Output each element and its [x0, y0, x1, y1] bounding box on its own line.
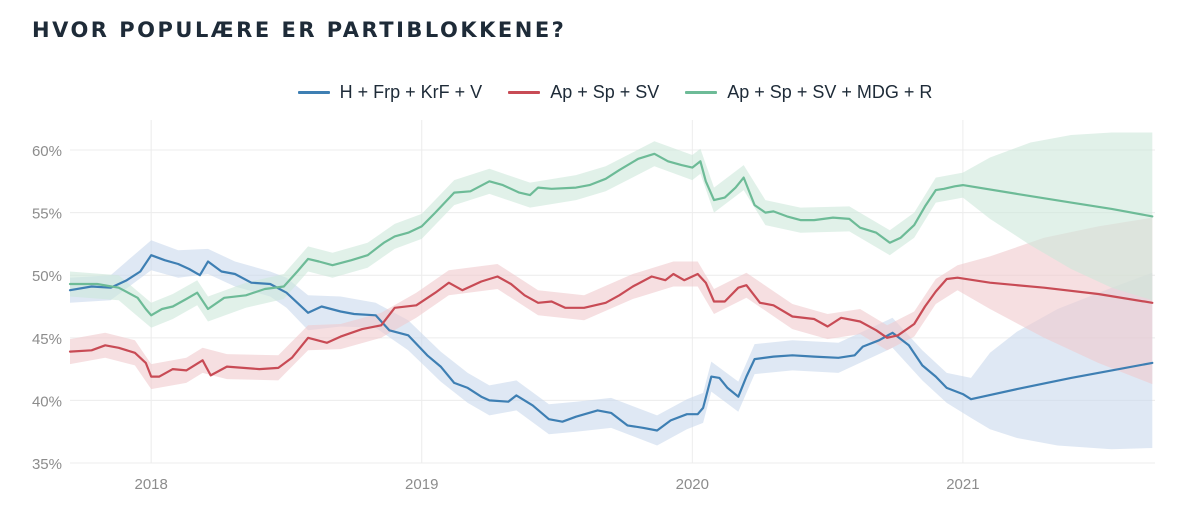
- y-tick-label: 60%: [32, 143, 62, 160]
- x-tick-label: 2020: [676, 476, 709, 493]
- x-tick-label: 2019: [405, 476, 438, 493]
- legend-item-green-bloc[interactable]: Ap + Sp + SV + MDG + R: [685, 82, 932, 103]
- series-line-2: [68, 272, 1154, 378]
- confidence-band-2: [70, 217, 1153, 390]
- confidence-band-3: [70, 132, 1153, 328]
- y-tick-label: 45%: [32, 331, 62, 348]
- y-tick-label: 40%: [32, 393, 62, 410]
- confidence-band-1: [70, 240, 1153, 450]
- legend-label: H + Frp + KrF + V: [339, 82, 483, 102]
- y-tick-label: 35%: [32, 456, 62, 473]
- series-line-3: [68, 152, 1154, 317]
- y-tick-label: 55%: [32, 206, 62, 223]
- x-tick-label: 2021: [946, 476, 979, 493]
- chart-legend: H + Frp + KrF + V Ap + Sp + SV Ap + Sp +…: [0, 82, 1200, 103]
- legend-label: Ap + Sp + SV + MDG + R: [727, 82, 933, 102]
- legend-swatch-blue: [297, 91, 330, 94]
- series-line-1: [68, 254, 1154, 432]
- legend-swatch-red: [508, 91, 541, 94]
- legend-label: Ap + Sp + SV: [550, 82, 660, 102]
- x-tick-label: 2018: [134, 476, 167, 493]
- legend-item-blue-bloc[interactable]: H + Frp + KrF + V: [297, 82, 483, 103]
- legend-item-red-bloc[interactable]: Ap + Sp + SV: [508, 82, 659, 103]
- y-tick-label: 50%: [32, 268, 62, 285]
- legend-swatch-green: [685, 91, 718, 94]
- chart-title: HVOR POPULÆRE ER PARTIBLOKKENE?: [32, 18, 567, 42]
